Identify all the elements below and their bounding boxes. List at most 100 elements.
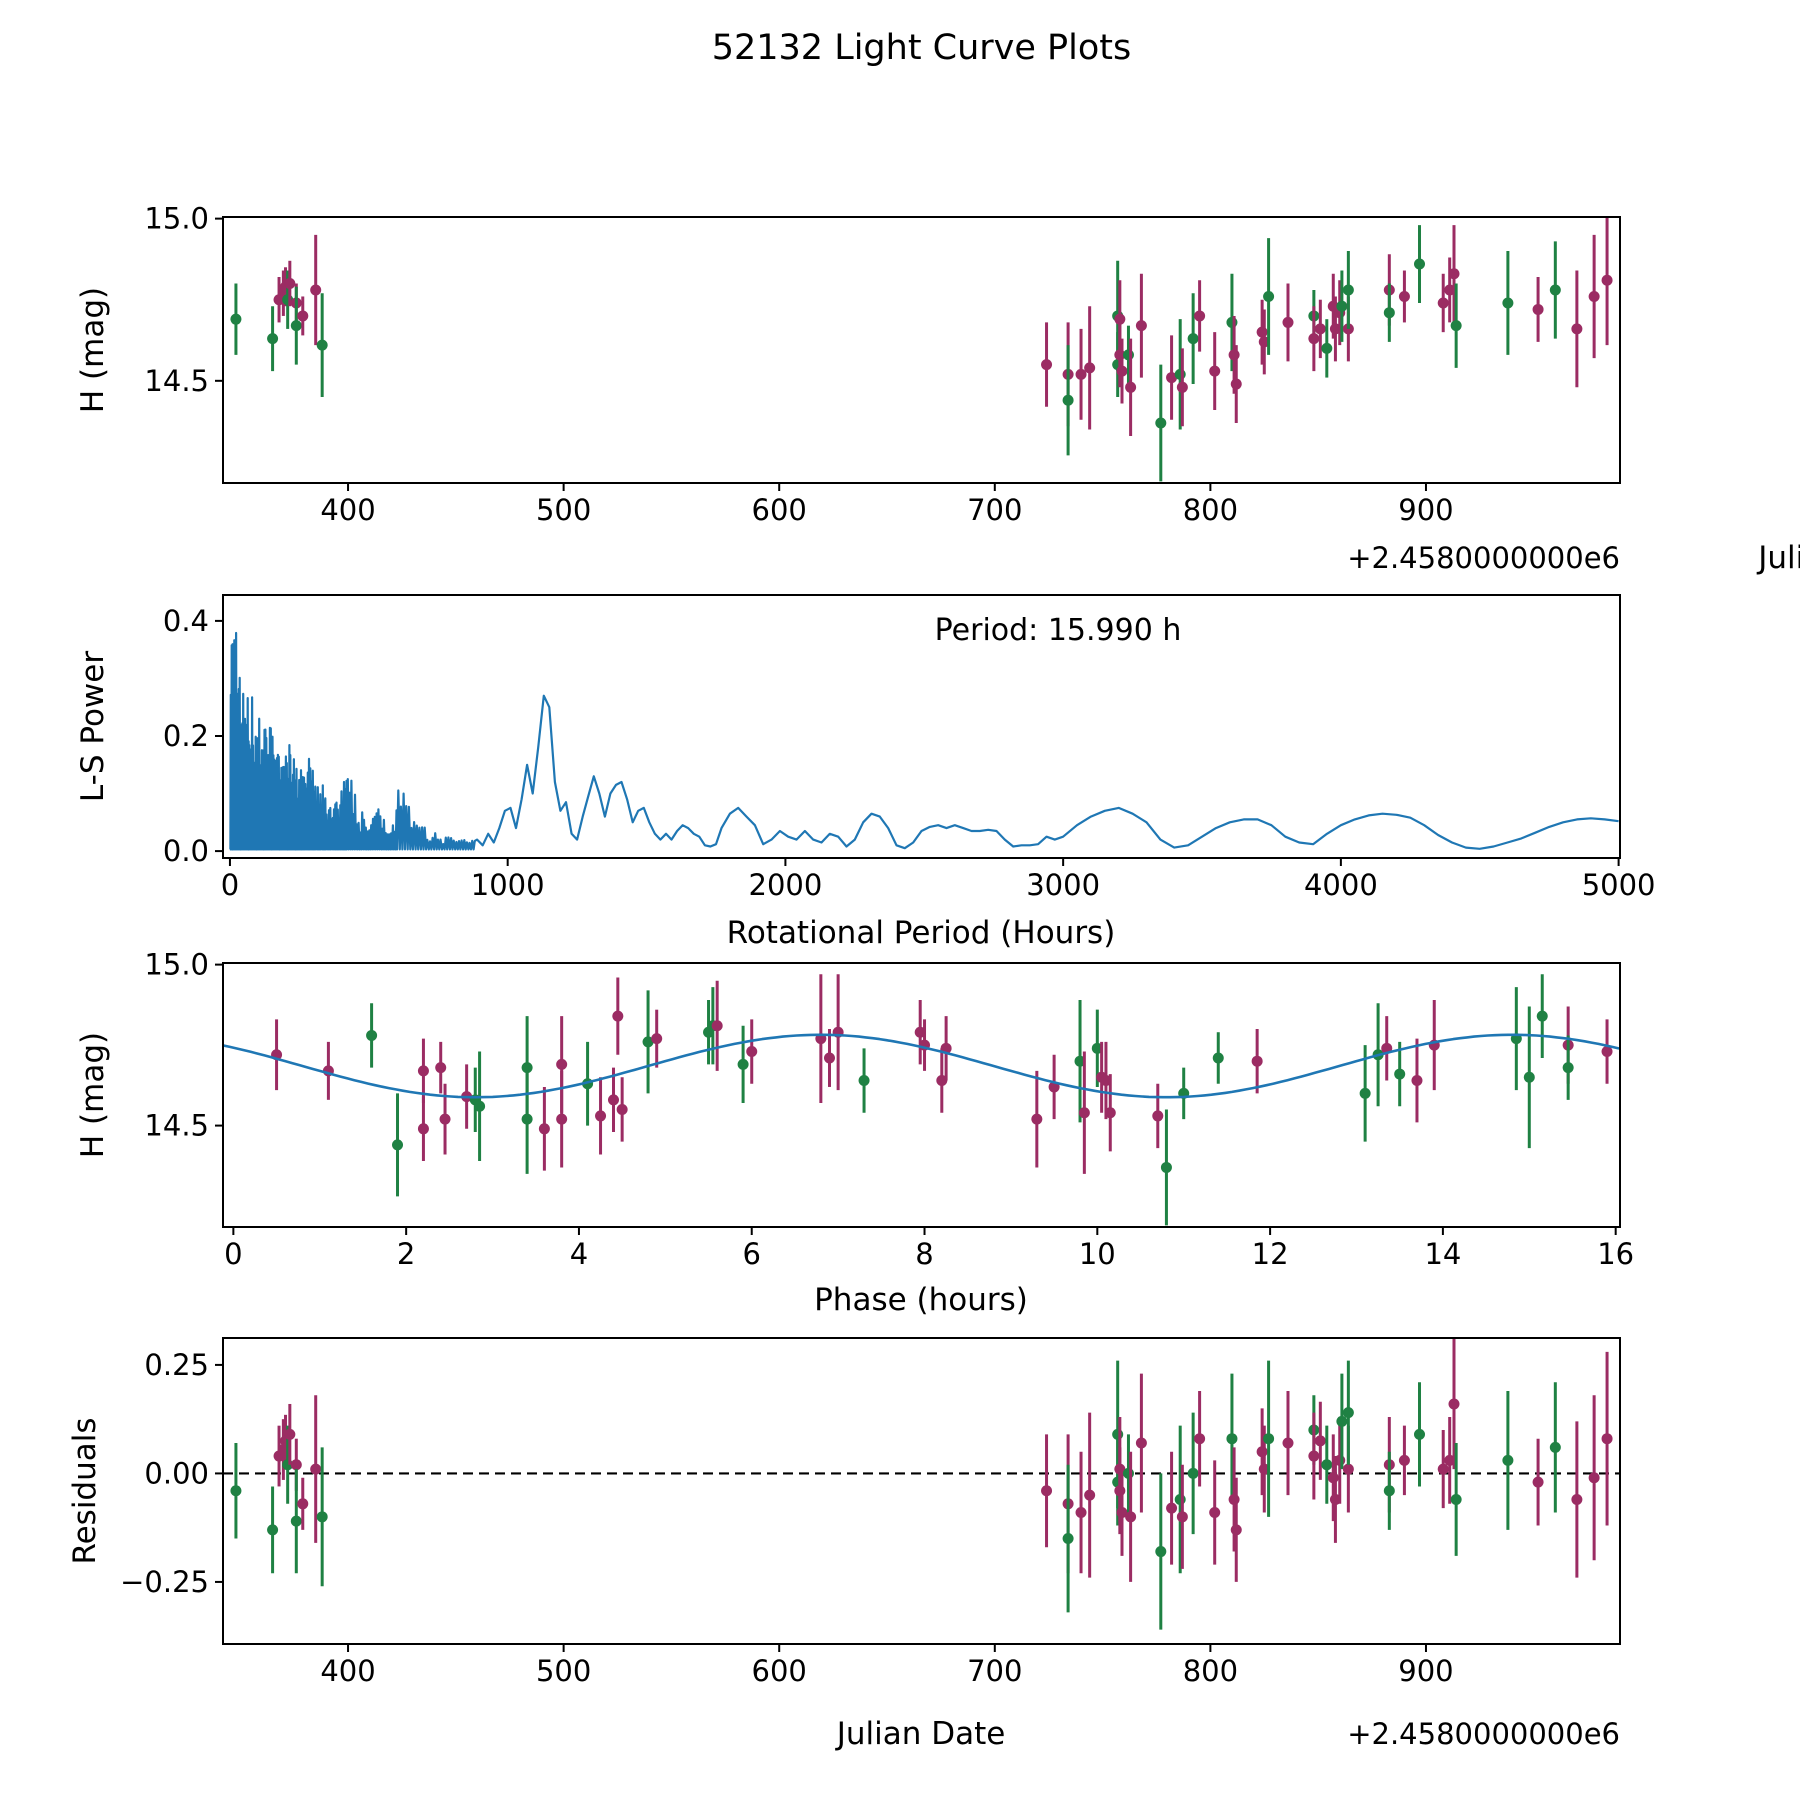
data-point xyxy=(711,980,723,1071)
data-point xyxy=(1160,1109,1172,1226)
line-series xyxy=(223,1033,1620,1099)
data-marker xyxy=(1282,1437,1294,1449)
data-marker xyxy=(1187,1467,1199,1479)
data-point xyxy=(642,990,654,1094)
data-point xyxy=(1562,1035,1574,1100)
data-point xyxy=(1549,241,1561,339)
data-marker xyxy=(1078,1107,1090,1119)
data-point xyxy=(1448,1338,1460,1470)
data-marker xyxy=(737,1058,749,1070)
data-marker xyxy=(1398,290,1410,302)
data-point xyxy=(556,1070,568,1168)
data-point xyxy=(1601,217,1613,346)
data-marker xyxy=(1444,1454,1456,1466)
data-marker xyxy=(1342,284,1354,296)
data-marker xyxy=(1100,1075,1112,1087)
data-marker xyxy=(1502,297,1514,309)
data-point xyxy=(1321,319,1333,378)
data-point xyxy=(1601,1351,1613,1526)
data-point xyxy=(230,283,242,355)
data-point xyxy=(1104,1074,1116,1152)
data-marker xyxy=(642,1036,654,1048)
data-point xyxy=(1135,1373,1147,1513)
data-point xyxy=(1398,270,1410,323)
x-tick-label: 900 xyxy=(1398,1654,1453,1688)
data-point xyxy=(1116,1469,1128,1556)
data-point xyxy=(595,1077,607,1155)
data-point xyxy=(538,1086,550,1171)
data-marker xyxy=(474,1100,486,1112)
data-marker xyxy=(1230,1524,1242,1536)
data-marker xyxy=(1226,1433,1238,1445)
data-point xyxy=(474,1051,486,1161)
data-marker xyxy=(1263,290,1275,302)
data-marker xyxy=(1228,349,1240,361)
data-marker xyxy=(1062,1533,1074,1545)
data-marker xyxy=(417,1123,429,1135)
data-marker xyxy=(1444,284,1456,296)
data-marker xyxy=(1562,1062,1574,1074)
data-point xyxy=(1411,1038,1423,1123)
data-point xyxy=(1263,1360,1275,1517)
x-tick-label: 4000 xyxy=(1304,868,1378,902)
data-point xyxy=(1174,1425,1186,1574)
data-marker xyxy=(595,1110,607,1122)
data-point xyxy=(1176,348,1188,427)
data-marker xyxy=(1135,320,1147,332)
data-marker xyxy=(1084,362,1096,374)
y-tick-label: 0.00 xyxy=(144,1456,209,1490)
data-point xyxy=(392,1093,404,1197)
data-marker xyxy=(1601,1046,1613,1058)
data-marker xyxy=(1212,1052,1224,1064)
data-marker xyxy=(1601,274,1613,286)
data-point xyxy=(1532,1438,1544,1526)
data-point xyxy=(1448,225,1460,323)
xlabel-julian-date: Julian Date xyxy=(835,1716,1006,1752)
data-point xyxy=(914,1000,926,1065)
data-point xyxy=(1381,1016,1393,1081)
y-tick-label: −0.25 xyxy=(120,1565,209,1599)
periodogram-data-area xyxy=(229,631,1619,851)
data-point xyxy=(1116,338,1128,404)
data-point xyxy=(1074,1000,1086,1123)
data-marker xyxy=(1282,316,1294,328)
data-marker xyxy=(1256,326,1268,338)
data-point xyxy=(1571,270,1583,388)
data-marker xyxy=(1437,1463,1449,1475)
xlabel-phase: Phase (hours) xyxy=(814,1282,1028,1318)
figure-title: 52132 Light Curve Plots xyxy=(711,28,1132,68)
x-tick-label: 700 xyxy=(967,1654,1022,1688)
y-tick-label: 0.4 xyxy=(163,604,209,638)
data-marker xyxy=(1359,1087,1371,1099)
data-point xyxy=(284,260,296,307)
data-point xyxy=(1251,1029,1263,1094)
data-marker xyxy=(1125,1511,1137,1523)
data-point xyxy=(1062,1464,1074,1613)
data-marker xyxy=(1336,1415,1348,1427)
lightcurve-data-area xyxy=(230,217,1613,482)
data-point xyxy=(1031,1070,1043,1168)
data-marker xyxy=(538,1123,550,1135)
data-point xyxy=(1135,273,1147,378)
data-marker xyxy=(1571,323,1583,335)
data-marker xyxy=(1437,297,1449,309)
data-marker xyxy=(1176,381,1188,393)
data-point xyxy=(1075,1451,1087,1574)
data-marker xyxy=(1334,1454,1346,1466)
ylabel-ls-power: L-S Power xyxy=(75,651,111,802)
data-point xyxy=(284,1403,296,1465)
data-point xyxy=(1571,1421,1583,1578)
data-marker xyxy=(1062,394,1074,406)
data-point xyxy=(1383,283,1395,342)
data-marker xyxy=(1194,1433,1206,1445)
data-point xyxy=(1176,1464,1188,1569)
data-marker xyxy=(284,1428,296,1440)
residuals-axes-frame xyxy=(222,1337,1621,1645)
data-point xyxy=(832,974,844,1091)
data-marker xyxy=(1263,1433,1275,1445)
data-marker xyxy=(608,1094,620,1106)
data-point xyxy=(1536,974,1548,1058)
data-marker xyxy=(1075,1506,1087,1518)
data-point xyxy=(1588,1395,1600,1561)
data-point xyxy=(310,1395,322,1543)
